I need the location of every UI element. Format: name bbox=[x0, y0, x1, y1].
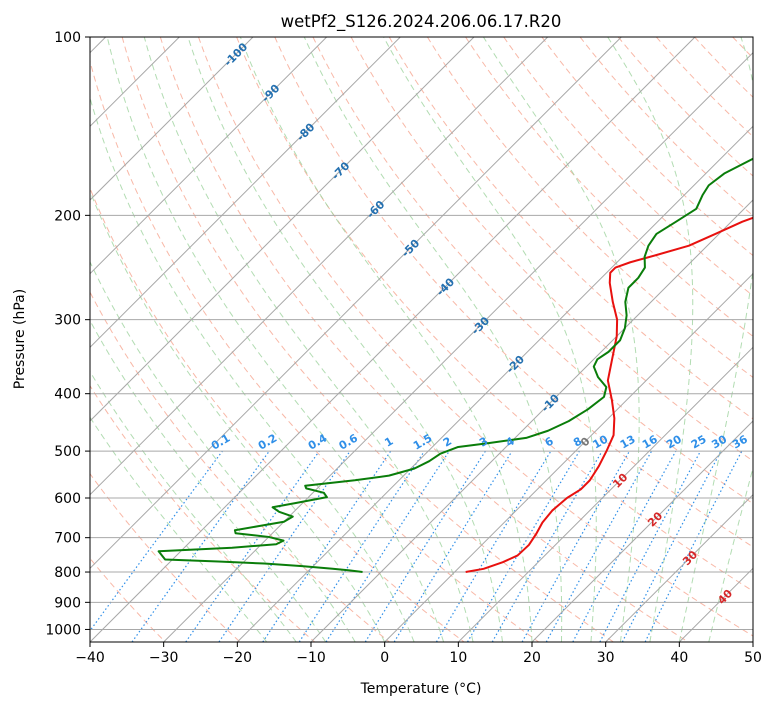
moist-adiabat-line bbox=[678, 37, 753, 642]
y-axis-ticks: 100 200 300 400 500 600 700 800 900 1000 bbox=[45, 30, 90, 638]
dry-adiabat-line bbox=[90, 291, 390, 642]
x-tick-label: −10 bbox=[296, 650, 326, 666]
x-tick-label: 10 bbox=[449, 650, 467, 666]
isobars bbox=[90, 37, 753, 630]
dry-adiabat-line bbox=[388, 37, 753, 420]
dry-adiabat-line bbox=[121, 37, 614, 642]
isotherm-line bbox=[605, 493, 753, 642]
sounding-profiles bbox=[157, 157, 753, 574]
isotherm-line bbox=[310, 199, 753, 642]
y-tick-label: 700 bbox=[54, 531, 81, 547]
x-tick-label: 50 bbox=[744, 650, 762, 666]
dry-adiabat-line bbox=[236, 37, 753, 592]
moist-adiabat-line bbox=[143, 37, 474, 642]
y-tick-label: 300 bbox=[54, 313, 81, 329]
moist-adiabat-line bbox=[482, 37, 640, 642]
dry-adiabats bbox=[90, 37, 753, 642]
mixing-ratio-lines bbox=[90, 450, 743, 642]
isotherm-line bbox=[384, 272, 753, 642]
x-tick-label: 0 bbox=[380, 650, 389, 666]
chart-title: wetPf2_S126.2024.206.06.17.R20 bbox=[281, 12, 562, 32]
isotherm-line bbox=[163, 51, 753, 642]
x-tick-label: 20 bbox=[523, 650, 541, 666]
dry-adiabat-line bbox=[426, 37, 753, 378]
mixing-ratio-line bbox=[262, 450, 392, 642]
dry-adiabat-line bbox=[159, 37, 689, 642]
moist-adiabat-line bbox=[383, 37, 597, 642]
x-tick-label: −30 bbox=[149, 650, 179, 666]
dry-adiabat-line bbox=[90, 59, 540, 642]
y-tick-label: 500 bbox=[54, 444, 81, 460]
isotherm-line bbox=[90, 37, 401, 349]
moist-adiabat-line bbox=[106, 37, 445, 642]
mixing-ratio-line bbox=[644, 450, 743, 642]
isotherm-line bbox=[90, 37, 549, 496]
mixing-ratio-line bbox=[393, 450, 513, 642]
y-tick-label: 1000 bbox=[45, 622, 81, 638]
moist-adiabat-line bbox=[90, 370, 297, 642]
mixing-ratio-line bbox=[218, 450, 351, 642]
plot-frame bbox=[89, 36, 754, 643]
mixing-ratio-line bbox=[90, 450, 223, 632]
isotherm-line bbox=[90, 37, 475, 422]
dry-adiabat-line bbox=[579, 37, 753, 217]
dewpoint-profile-line bbox=[157, 157, 753, 574]
y-axis-title: Pressure (hPa) bbox=[12, 289, 28, 389]
moist-adiabat-line bbox=[90, 319, 327, 642]
moist-adiabat-line bbox=[607, 37, 694, 642]
y-tick-label: 600 bbox=[54, 491, 81, 507]
isotherm-line bbox=[457, 346, 753, 642]
y-tick-label: 800 bbox=[54, 565, 81, 581]
x-axis-title: Temperature (°C) bbox=[360, 681, 482, 697]
x-tick-label: −40 bbox=[75, 650, 105, 666]
y-tick-label: 900 bbox=[54, 595, 81, 611]
isotherm-line bbox=[90, 37, 622, 570]
dry-adiabat-line bbox=[350, 37, 753, 462]
mixing-ratio-line bbox=[185, 450, 320, 642]
isotherm-line bbox=[236, 125, 753, 642]
moist-adiabat-line bbox=[303, 37, 563, 642]
isotherm-line bbox=[90, 37, 328, 275]
dry-adiabat-line bbox=[541, 37, 753, 257]
mixing-ratio-line bbox=[521, 450, 631, 642]
y-tick-label: 100 bbox=[54, 30, 81, 46]
dry-adiabat-line bbox=[312, 37, 753, 505]
mixing-ratio-line bbox=[572, 450, 677, 642]
skewed-isotherms bbox=[90, 37, 753, 642]
dry-adiabat-line bbox=[90, 186, 465, 642]
y-tick-label: 200 bbox=[54, 208, 81, 224]
y-tick-label: 400 bbox=[54, 387, 81, 403]
x-tick-label: 40 bbox=[670, 650, 688, 666]
isotherm-line bbox=[531, 420, 753, 642]
mixing-ratio-line bbox=[298, 450, 425, 642]
x-axis-ticks: −40 −30 −20 −10 0 10 20 30 40 50 bbox=[75, 642, 762, 666]
mixing-ratio-line bbox=[325, 450, 450, 642]
moist-adiabat-line bbox=[239, 37, 533, 642]
mixing-ratio-line bbox=[131, 450, 270, 642]
x-tick-label: 30 bbox=[597, 650, 615, 666]
plot-area: -100-90-80-70-60-50-40-30-20-10010203040… bbox=[90, 37, 753, 642]
dry-adiabat-line bbox=[274, 37, 753, 548]
temperature-profile-line bbox=[465, 216, 753, 574]
isotherm-line bbox=[90, 37, 696, 642]
moist-adiabat-line bbox=[187, 37, 504, 642]
x-tick-label: −20 bbox=[223, 650, 253, 666]
moist-adiabat-line bbox=[90, 416, 268, 642]
moist-adiabat-line bbox=[90, 189, 386, 642]
mixing-ratio-line bbox=[545, 450, 653, 642]
dry-adiabat-line bbox=[198, 37, 753, 637]
isotherm-line bbox=[90, 37, 254, 201]
moist-adiabat-line bbox=[708, 466, 753, 642]
moist-adiabat-line bbox=[90, 260, 356, 642]
